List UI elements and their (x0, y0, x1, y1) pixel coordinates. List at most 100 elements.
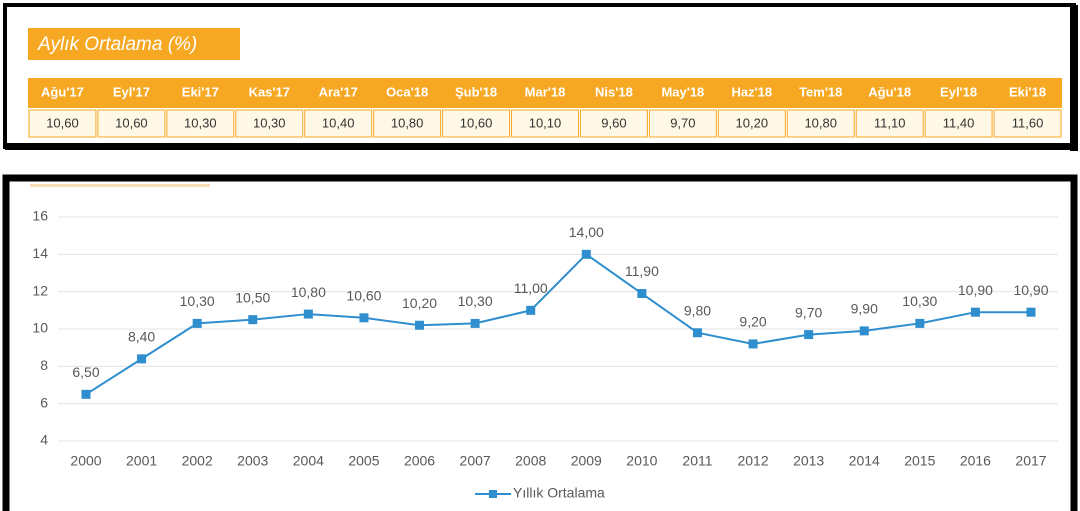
column-header: Mar'18 (525, 84, 566, 99)
column-header: Oca'18 (386, 84, 428, 99)
data-label: 10,30 (902, 293, 937, 309)
cell-value: 10,80 (391, 115, 424, 130)
x-tick-label: 2002 (182, 453, 213, 469)
data-label: 11,90 (625, 263, 659, 279)
data-label: 6,50 (72, 364, 99, 380)
column-header: Tem'18 (799, 84, 842, 99)
series-line (85, 253, 1031, 396)
point-marker (637, 289, 647, 299)
x-tick-label: 2015 (904, 453, 935, 469)
point-marker (470, 318, 480, 328)
y-tick-label: 14 (32, 245, 48, 261)
x-tick-label: 2008 (515, 453, 546, 469)
decor-bar (30, 184, 210, 187)
x-tick-label: 2012 (737, 453, 768, 469)
point-marker (1026, 307, 1036, 317)
data-label: 10,90 (1013, 282, 1048, 298)
cell-value: 11,60 (1012, 115, 1044, 130)
cell (511, 109, 579, 138)
column-header: Nis'18 (595, 84, 633, 99)
cell (579, 109, 648, 138)
cell-value: 9,60 (601, 115, 626, 130)
x-tick-label: 2009 (571, 453, 602, 469)
x-tick-label: 2001 (126, 453, 157, 469)
column-header: Eki'18 (1009, 84, 1046, 99)
data-label: 11,00 (514, 280, 548, 296)
column-header: May'18 (661, 84, 704, 99)
cell (304, 109, 373, 138)
cell-value: 10,60 (115, 115, 148, 130)
header-row (28, 78, 1062, 108)
cell (97, 109, 166, 138)
column-header: Şub'18 (455, 84, 497, 99)
point-marker (359, 313, 369, 323)
y-tick-label: 8 (40, 357, 48, 373)
point-marker (81, 389, 91, 399)
column-header: Ağu'18 (868, 84, 911, 99)
column-header: Kas'17 (249, 84, 290, 99)
legend-label: Yıllık Ortalama (513, 485, 605, 501)
cell (166, 109, 235, 138)
x-tick-label: 2013 (793, 453, 824, 469)
table-title: Aylık Ortalama (%) (37, 34, 197, 55)
legend-marker (489, 490, 497, 498)
point-marker (303, 309, 313, 319)
column-header: Haz'18 (731, 84, 772, 99)
cell (648, 109, 717, 138)
data-label: 9,20 (739, 314, 766, 330)
data-label: 9,80 (684, 302, 711, 318)
cell (993, 109, 1062, 138)
panel-shadow (1070, 5, 1078, 151)
cell-value: 10,30 (253, 115, 286, 130)
y-tick-label: 16 (32, 208, 48, 224)
y-tick-label: 4 (40, 432, 48, 448)
point-marker (581, 249, 591, 259)
data-label: 10,30 (458, 293, 493, 309)
column-header: Eyl'18 (940, 84, 977, 99)
data-label: 10,50 (235, 289, 270, 305)
x-tick-label: 2016 (960, 453, 991, 469)
cell (442, 109, 511, 138)
data-label: 10,80 (291, 284, 326, 300)
column-header: Eyl'17 (113, 84, 150, 99)
cell-value: 10,30 (184, 115, 217, 130)
data-label: 10,60 (346, 288, 381, 304)
cell-value: 10,40 (322, 115, 355, 130)
cell-value: 10,60 (46, 115, 79, 130)
cell-value: 11,40 (943, 115, 975, 130)
y-tick-label: 10 (32, 320, 48, 336)
x-tick-label: 2000 (70, 453, 101, 469)
point-marker (248, 315, 258, 325)
x-tick-label: 2006 (404, 453, 435, 469)
column-header: Eki'17 (182, 84, 219, 99)
panel-shadow (5, 143, 1078, 150)
title-bar (28, 28, 240, 60)
cell-value: 10,20 (736, 115, 769, 130)
cell-value: 11,10 (874, 115, 906, 130)
data-label: 9,70 (795, 304, 822, 320)
cell (855, 109, 924, 138)
x-tick-label: 2010 (626, 453, 657, 469)
cell-value: 10,60 (460, 115, 493, 130)
column-header: Ara'17 (319, 84, 358, 99)
x-tick-label: 2011 (682, 453, 712, 469)
data-label: 9,90 (851, 301, 878, 317)
point-marker (526, 305, 536, 315)
data-label: 8,40 (128, 329, 155, 345)
cell (235, 109, 304, 138)
column-header: Ağu'17 (41, 84, 84, 99)
cell-value: 9,70 (670, 115, 695, 130)
x-tick-label: 2003 (237, 453, 268, 469)
cell (28, 109, 97, 138)
point-marker (137, 354, 147, 364)
data-label: 10,20 (402, 295, 437, 311)
cell (373, 109, 442, 138)
point-marker (804, 330, 814, 340)
x-tick-label: 2005 (348, 453, 379, 469)
point-marker (859, 326, 869, 336)
x-tick-label: 2007 (460, 453, 491, 469)
point-marker (692, 328, 702, 338)
point-marker (915, 318, 925, 328)
point-marker (748, 339, 758, 349)
